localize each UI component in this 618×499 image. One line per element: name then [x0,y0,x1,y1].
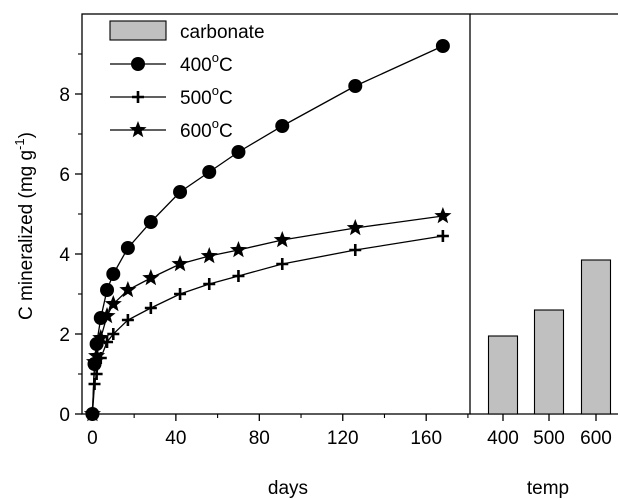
legend-marker-star [129,121,147,138]
data-point-plus [90,368,103,380]
legend-label-number: 600 [180,121,212,142]
y-axis-title: C mineralized (mg g-1) [12,132,37,320]
legend-label-degree: o [212,83,219,98]
x-tick-label: 120 [327,428,359,449]
data-point-circle [275,119,290,133]
legend-label-degree: o [212,50,219,65]
bar [533,309,565,415]
data-point-plus [107,328,120,340]
data-point-circle [100,283,115,297]
data-point-plus [232,270,245,282]
data-point-plus [144,302,157,314]
legend-label-unit: C [219,121,233,142]
series-plus [86,230,449,420]
x-tick-label: 40 [165,428,186,449]
bar-x-axis-title: temp [527,478,569,499]
data-point-star [142,269,160,286]
data-point-star [229,241,248,258]
data-point-star [119,281,137,298]
legend-marker-circle [131,57,145,71]
x-tick-label: 0 [87,428,98,449]
data-point-circle [120,241,135,255]
data-point-star [83,405,101,422]
data-point-plus [121,314,134,326]
x-axis-title: days [268,478,308,499]
data-point-star [200,247,218,264]
data-point-star [98,307,116,324]
data-point-circle [435,39,450,53]
legend-label-unit: C [219,55,233,76]
bar [580,259,612,415]
legend-label-number: 400 [180,55,212,76]
series-star [83,207,452,422]
data-point-star [88,347,106,364]
data-point-plus [174,288,187,300]
legend-label-carbonate: carbonate [180,22,265,43]
legend-swatch-carbonate [109,20,167,41]
data-point-circle [202,165,217,179]
data-point-star [346,219,364,236]
data-point-star [104,295,122,312]
data-point-star [92,329,110,346]
data-point-circle [348,79,363,93]
data-point-plus [88,378,101,390]
data-point-plus [276,258,289,270]
x-tick-label: 160 [410,428,442,449]
legend-label-500: 500oC [180,83,233,109]
data-point-circle [173,185,188,199]
bar-x-tick-label: 600 [580,428,612,449]
data-point-star [273,231,291,248]
data-point-star [434,207,452,224]
y-axis-title-main: C mineralized (mg g [16,150,37,320]
data-point-plus [349,244,362,256]
legend-label-400: 400oC [180,50,233,76]
bar-x-tick-label: 500 [533,428,565,449]
series-line [91,235,443,415]
data-point-circle [143,215,158,229]
legend-label-600: 600oC [180,116,233,142]
series-line [91,45,444,415]
y-tick-label: 4 [59,245,70,266]
legend-label-number: 500 [180,88,212,109]
y-tick-label: 6 [59,165,70,186]
y-tick-label: 0 [59,405,70,426]
legend-marker-plus [132,91,144,103]
y-tick-label: 8 [59,85,70,106]
y-axis-title-close: ) [16,132,37,138]
data-point-circle [231,145,246,159]
data-point-star [171,255,189,272]
series-line [91,215,443,415]
data-point-plus [203,278,216,290]
bar-x-tick-label: 400 [487,428,519,449]
x-tick-label: 80 [249,428,270,449]
line-chart-frame [81,13,471,415]
legend-label-unit: C [219,88,233,109]
bar [487,335,519,415]
data-point-plus [436,230,449,242]
y-axis-title-sup: -1 [12,138,27,150]
bar-chart-panel: 400 500 600 temp [470,13,618,499]
legend-label-degree: o [212,116,219,131]
data-point-circle [106,267,121,281]
y-tick-label: 2 [59,325,70,346]
